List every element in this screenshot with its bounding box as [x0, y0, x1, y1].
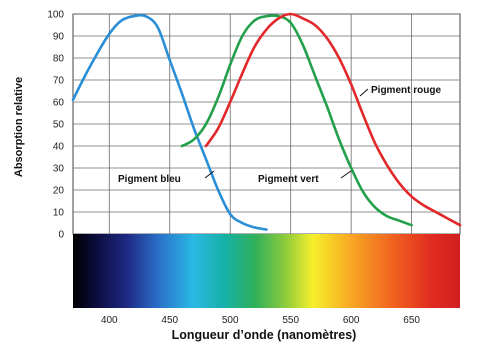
x-tick-label: 650	[403, 315, 420, 326]
x-tick-label: 400	[101, 315, 118, 326]
label-pigment-vert: Pigment vert	[258, 170, 352, 185]
series-line-rouge	[204, 12, 462, 227]
label-pigment-rouge: Pigment rouge	[359, 85, 441, 97]
label-pigment-bleu: Pigment bleu	[118, 170, 215, 185]
chart-grid	[72, 13, 461, 308]
leader-line-rouge	[359, 88, 369, 97]
y-axis-label: Absorption relative	[13, 77, 25, 177]
x-tick-label: 450	[161, 315, 178, 326]
x-axis-ticks: 400 450 500 550 600 650	[101, 315, 420, 326]
curve-label-vert: Pigment vert	[258, 174, 319, 185]
curve-label-rouge: Pigment rouge	[371, 85, 441, 96]
series-line-vert	[180, 14, 413, 227]
series-lines	[71, 12, 462, 231]
y-tick-label: 0	[58, 230, 64, 241]
y-tick-label: 80	[53, 54, 65, 65]
y-tick-label: 30	[53, 164, 65, 175]
leader-line-vert	[340, 170, 352, 179]
x-tick-label: 550	[282, 315, 299, 326]
x-tick-label: 600	[343, 315, 360, 326]
y-tick-label: 10	[53, 208, 65, 219]
y-tick-label: 90	[53, 32, 65, 43]
leader-line-bleu	[204, 170, 215, 179]
y-tick-label: 100	[47, 10, 64, 21]
y-tick-label: 20	[53, 186, 65, 197]
curve-label-bleu: Pigment bleu	[118, 174, 181, 185]
y-tick-label: 70	[53, 76, 65, 87]
y-axis-ticks: 0 10 20 30 40 50 60 70 80 90 100	[47, 10, 64, 241]
y-tick-label: 40	[53, 142, 65, 153]
spectrum-bar	[73, 234, 460, 308]
x-tick-label: 500	[222, 315, 239, 326]
y-tick-label: 60	[53, 98, 65, 109]
x-axis-label: Longueur d’onde (nanomètres)	[172, 328, 357, 342]
series-line-bleu	[71, 13, 268, 231]
y-tick-label: 50	[53, 120, 65, 131]
